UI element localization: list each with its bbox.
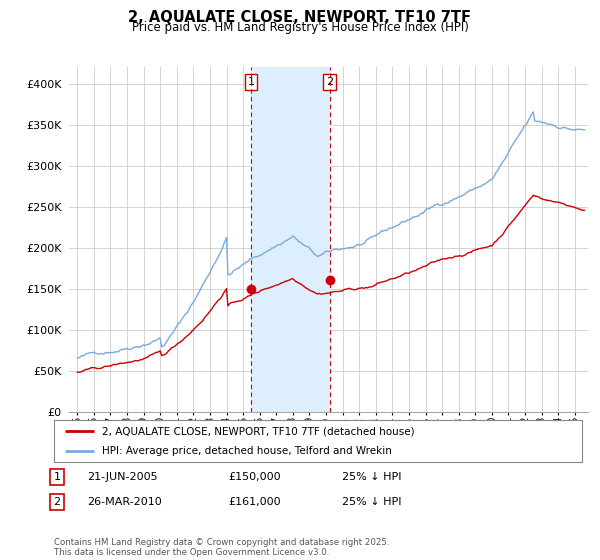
Text: 25% ↓ HPI: 25% ↓ HPI <box>342 497 401 507</box>
Text: £150,000: £150,000 <box>228 472 281 482</box>
Text: 2: 2 <box>53 497 61 507</box>
Text: HPI: Average price, detached house, Telford and Wrekin: HPI: Average price, detached house, Telf… <box>101 446 391 456</box>
Text: 2, AQUALATE CLOSE, NEWPORT, TF10 7TF: 2, AQUALATE CLOSE, NEWPORT, TF10 7TF <box>128 10 472 25</box>
Text: 21-JUN-2005: 21-JUN-2005 <box>87 472 158 482</box>
Text: 26-MAR-2010: 26-MAR-2010 <box>87 497 162 507</box>
Text: 25% ↓ HPI: 25% ↓ HPI <box>342 472 401 482</box>
Text: 2: 2 <box>326 77 334 87</box>
Text: £161,000: £161,000 <box>228 497 281 507</box>
Text: 2, AQUALATE CLOSE, NEWPORT, TF10 7TF (detached house): 2, AQUALATE CLOSE, NEWPORT, TF10 7TF (de… <box>101 426 414 436</box>
Text: 1: 1 <box>53 472 61 482</box>
Bar <box>251 67 330 412</box>
Text: Price paid vs. HM Land Registry's House Price Index (HPI): Price paid vs. HM Land Registry's House … <box>131 21 469 34</box>
Text: 1: 1 <box>247 77 254 87</box>
Text: Contains HM Land Registry data © Crown copyright and database right 2025.
This d: Contains HM Land Registry data © Crown c… <box>54 538 389 557</box>
